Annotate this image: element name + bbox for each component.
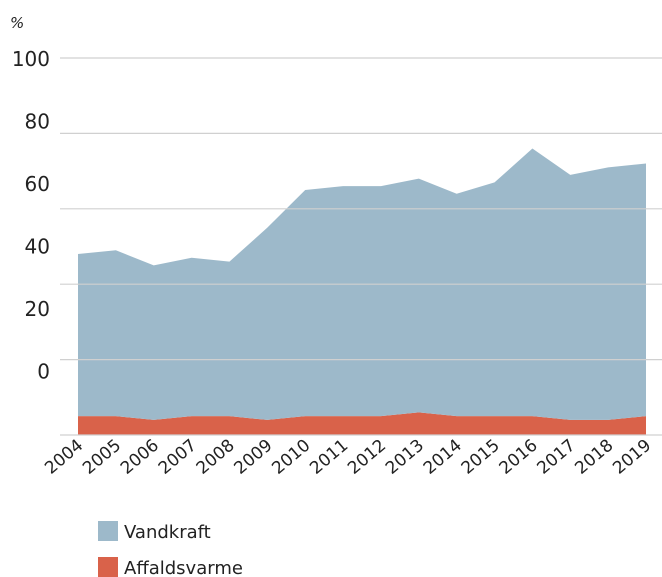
x-tick-label: 2011: [306, 436, 352, 479]
y-axis-label: %: [10, 14, 24, 32]
y-tick-label: 100: [12, 47, 50, 71]
x-tick-label: 2006: [117, 436, 163, 479]
y-tick-label: 40: [25, 235, 50, 259]
x-tick-label: 2009: [231, 436, 277, 479]
x-tick-label: 2004: [41, 436, 87, 479]
x-tick-label: 2017: [533, 436, 579, 479]
x-tick-label: 2008: [193, 436, 239, 479]
y-tick-label: 80: [25, 110, 50, 134]
x-tick-label: 2018: [571, 436, 617, 479]
y-tick-label: 60: [25, 172, 50, 196]
x-tick-label: 2013: [382, 436, 428, 479]
legend-label: Affaldsvarme: [124, 558, 243, 577]
x-tick-label: 2014: [420, 436, 466, 479]
legend-label: Vandkraft: [124, 522, 211, 543]
x-tick-label: 2015: [458, 436, 504, 479]
x-tick-label: 2007: [155, 436, 201, 479]
y-tick-label: 20: [25, 297, 50, 321]
legend-swatch: [98, 521, 118, 541]
x-tick-label: 2005: [79, 436, 125, 479]
x-tick-label: 2016: [496, 436, 542, 479]
x-tick-label: 2012: [344, 436, 390, 479]
legend-swatch: [98, 557, 118, 577]
x-tick-label: 2019: [609, 436, 655, 479]
y-tick-label: 0: [37, 360, 50, 384]
x-tick-label: 2010: [268, 436, 314, 479]
area: [78, 412, 646, 435]
